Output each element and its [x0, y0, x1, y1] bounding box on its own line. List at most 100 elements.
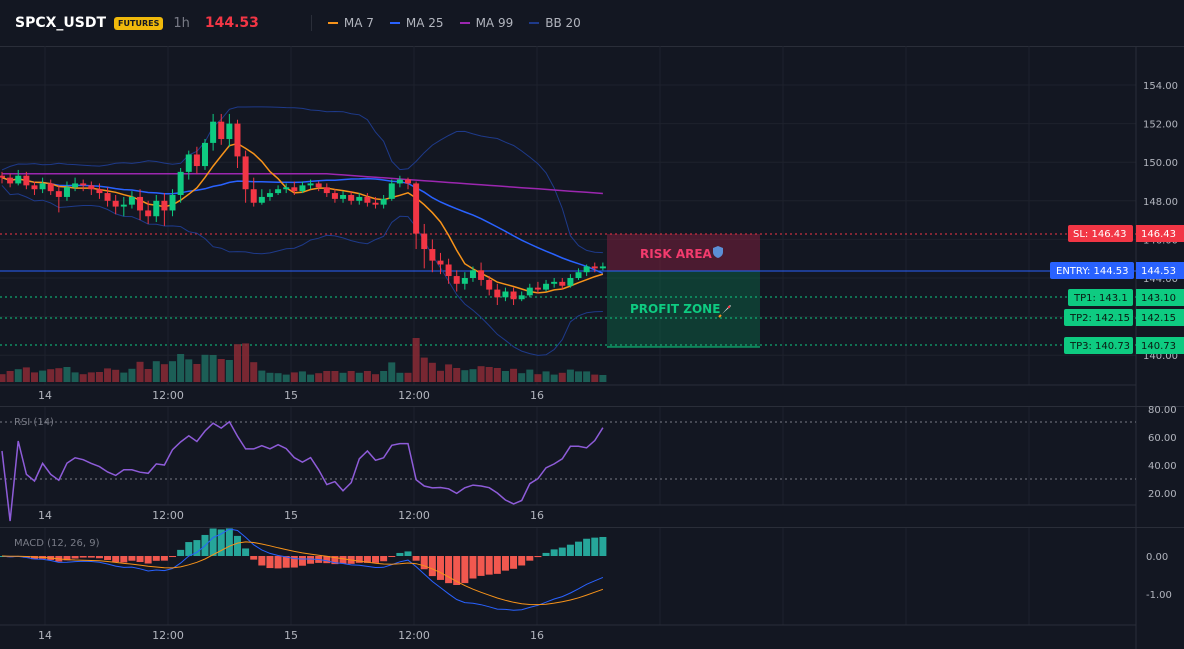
- macd-hist-bar: [372, 556, 380, 563]
- volume-bar: [583, 371, 591, 382]
- volume-bar: [493, 368, 501, 382]
- candle-body: [453, 276, 460, 284]
- candle-body: [421, 233, 428, 250]
- rsi-axis[interactable]: 80.00 60.00 40.00 20.00: [1148, 405, 1177, 500]
- volume-bar: [95, 372, 103, 382]
- candle-body: [388, 183, 395, 199]
- candle-body: [567, 278, 574, 286]
- entry-axis-text: 144.53: [1141, 266, 1176, 277]
- macd-hist-bar: [307, 556, 315, 564]
- entry-tag[interactable]: ENTRY: 144.53 144.53: [1050, 262, 1184, 279]
- candle-body: [372, 202, 379, 205]
- legend-ma7-label: MA 7: [343, 16, 374, 30]
- candle-body: [583, 266, 590, 273]
- legend-bb20[interactable]: BB 20: [529, 16, 581, 30]
- ma7-swatch: [327, 22, 338, 24]
- candle-body: [96, 189, 103, 194]
- macd-hist-bar: [266, 556, 274, 569]
- macd-hist-bar: [558, 547, 566, 556]
- candle-body: [518, 295, 525, 300]
- tp3-tag[interactable]: TP3: 140.73 140.73: [1064, 337, 1184, 354]
- macd-line: [1, 528, 604, 611]
- candle-body: [323, 187, 330, 194]
- candle-body: [299, 185, 306, 192]
- candle-body: [120, 204, 127, 207]
- volume-bar: [177, 354, 185, 382]
- bb-lower: [1, 185, 603, 356]
- time-tick-label: 12:00: [152, 389, 184, 402]
- macd-hist-bar: [323, 556, 331, 564]
- rsi-tick-label: 60.00: [1148, 433, 1177, 444]
- macd-hist-bar: [30, 556, 38, 560]
- macd-hist-bar: [79, 556, 87, 558]
- legend-ma7[interactable]: MA 7: [327, 16, 374, 30]
- macd-hist-bar: [274, 556, 282, 569]
- candle-body: [250, 189, 257, 203]
- candle-body: [177, 171, 184, 196]
- macd-hist-bar: [112, 556, 120, 563]
- macd-hist-bar: [404, 551, 412, 556]
- candle-body: [47, 183, 54, 192]
- rsi-line: [1, 420, 604, 522]
- price-tick-label: 154.00: [1143, 81, 1178, 92]
- macd-hist-bar: [428, 556, 436, 577]
- macd-hist-bar: [396, 552, 404, 556]
- macd-hist-bar: [120, 556, 128, 563]
- symbol-name[interactable]: SPCX_USDT: [15, 15, 107, 31]
- volume-bar: [112, 369, 120, 382]
- rsi-label[interactable]: RSI (14): [14, 417, 54, 428]
- candle-body: [275, 189, 282, 194]
- volume-bar: [225, 360, 233, 382]
- candle-body: [7, 177, 14, 184]
- macd-hist-bar: [217, 529, 225, 556]
- sl-tag[interactable]: SL: 146.43 146.43: [1068, 225, 1184, 242]
- volume-bar: [510, 368, 518, 382]
- risk-area-label: RISK AREA: [640, 247, 713, 261]
- candle-body: [153, 200, 160, 217]
- time-tick-label: 15: [284, 389, 298, 402]
- volume-bar: [152, 361, 160, 382]
- candlesticks[interactable]: [0, 113, 606, 306]
- timeframe-label[interactable]: 1h: [173, 15, 190, 31]
- tp1-tag[interactable]: TP1: 143.1 143.10: [1068, 289, 1184, 306]
- sl-axis-text: 146.43: [1141, 229, 1176, 240]
- macd-hist-bar: [526, 556, 534, 561]
- candle-body: [55, 191, 62, 197]
- header-divider-line: [0, 46, 1184, 47]
- rsi-tick-label: 20.00: [1148, 489, 1177, 500]
- candle-body: [169, 195, 176, 211]
- volume-bar: [22, 367, 30, 382]
- price-tick-label: 152.00: [1143, 120, 1178, 131]
- volume-bar: [79, 374, 87, 382]
- legend-ma99-label: MA 99: [475, 16, 514, 30]
- candle-body: [559, 281, 566, 286]
- time-tick-label: 14: [38, 389, 52, 402]
- volume-bar: [136, 361, 144, 382]
- candle-body: [266, 193, 273, 197]
- tp2-tag[interactable]: TP2: 142.15 142.15: [1064, 309, 1184, 326]
- legend-ma99[interactable]: MA 99: [459, 16, 514, 30]
- volume-bar: [266, 372, 274, 382]
- macd-label[interactable]: MACD (12, 26, 9): [14, 538, 100, 549]
- candle-body: [39, 183, 46, 190]
- candle-body: [494, 289, 501, 298]
- macd-hist-bar: [583, 538, 591, 556]
- macd-hist-bar: [331, 556, 339, 565]
- legend-ma25[interactable]: MA 25: [389, 16, 444, 30]
- volume-bar: [469, 369, 477, 382]
- macd-axis[interactable]: 0.00 -1.00: [1146, 552, 1172, 601]
- macd-hist-bar: [298, 556, 306, 566]
- pane-divider-macd[interactable]: [0, 527, 1184, 528]
- macd-hist-bar: [469, 556, 477, 579]
- time-axis[interactable]: 14 12:00 15 12:00 16 14 12:00 15 12:00 16 14 12:00 1…: [38, 389, 544, 642]
- candle-body: [218, 121, 225, 140]
- candle-body: [88, 185, 95, 190]
- macd-hist-bar: [542, 552, 550, 556]
- macd-hist-bar: [169, 556, 177, 558]
- pane-divider-rsi[interactable]: [0, 406, 1184, 407]
- volume-bar: [233, 344, 241, 382]
- candle-body: [356, 196, 363, 201]
- risk-area-zone[interactable]: [607, 234, 760, 271]
- profit-zone[interactable]: [607, 271, 760, 347]
